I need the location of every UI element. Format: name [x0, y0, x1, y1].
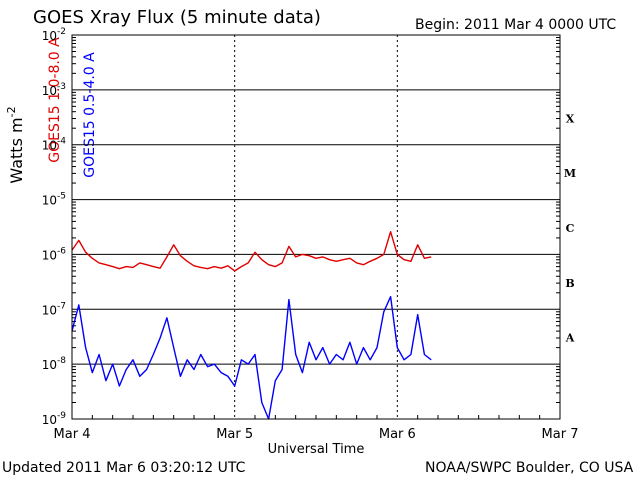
- y-tick-label: 10-8: [42, 356, 67, 372]
- legend-long-label: GOES15 1.0-8.0 A: [47, 37, 63, 163]
- y-tick-labels: 10-9 10-8 10-7 10-6 10-5 10-4 10-3 10-2: [42, 27, 560, 427]
- credit-label: NOAA/SWPC Boulder, CO USA: [425, 460, 634, 476]
- y-tick-label: 10-3: [42, 82, 66, 98]
- grid-lines: [72, 89, 560, 365]
- updated-timestamp: Updated 2011 Mar 6 03:20:12 UTC: [2, 460, 246, 476]
- plot-frame: [71, 34, 561, 420]
- y-axis-label: Watts m-2: [5, 106, 26, 183]
- series-long-line: [71, 230, 432, 272]
- x-axis-label: Universal Time: [268, 442, 365, 457]
- flare-class-m: M: [564, 167, 576, 180]
- flare-class-b: B: [565, 277, 574, 290]
- flare-class-c: C: [566, 222, 575, 235]
- begin-time-label: Begin: 2011 Mar 4 0000 UTC: [415, 17, 617, 33]
- x-tick-label: Mar 7: [542, 427, 579, 442]
- flare-class-labels: A B C M X: [564, 112, 576, 344]
- y-tick-label: 10-4: [42, 137, 67, 153]
- legend-short-label: GOES15 0.5-4.0 A: [82, 52, 98, 178]
- y-tick-label: 10-6: [42, 246, 67, 262]
- flare-class-a: A: [565, 332, 575, 345]
- x-tick-label: Mar 6: [379, 427, 416, 442]
- flare-class-x: X: [566, 112, 575, 125]
- svg-text:Watts m-2: Watts m-2: [5, 106, 26, 183]
- series-lines: [71, 230, 432, 420]
- x-tick-labels: Mar 4 Mar 5 Mar 6 Mar 7: [54, 415, 579, 442]
- day-dividers: [234, 35, 398, 419]
- y-tick-label: 10-7: [42, 301, 66, 317]
- y-tick-label: 10-2: [42, 27, 66, 43]
- y-tick-label: 10-5: [42, 192, 66, 208]
- legend-long-channel: GOES15 1.0-8.0 A: [47, 37, 63, 163]
- chart-title: GOES Xray Flux (5 minute data): [33, 7, 321, 28]
- legend-short-channel: GOES15 0.5-4.0 A: [82, 52, 98, 178]
- x-tick-label: Mar 4: [54, 427, 91, 442]
- y-tick-label: 10-9: [42, 411, 67, 427]
- y-axis-label-superscript: -2: [5, 106, 18, 117]
- x-tick-label: Mar 5: [216, 427, 253, 442]
- y-axis-label-text: Watts m: [7, 117, 26, 183]
- series-short-line: [71, 295, 432, 420]
